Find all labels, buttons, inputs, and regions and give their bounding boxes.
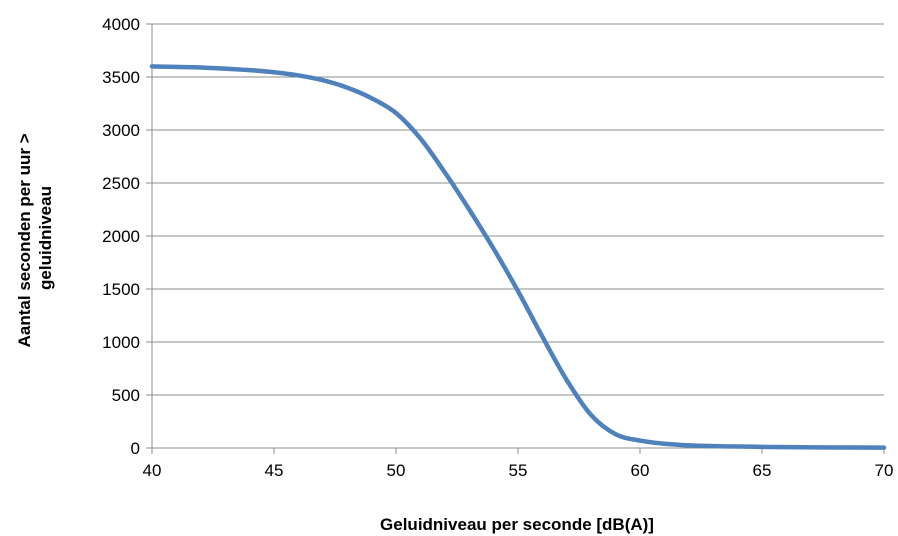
- x-tick-label-40: 40: [143, 461, 162, 480]
- axes: [146, 23, 885, 454]
- x-tick-label-55: 55: [509, 461, 528, 480]
- x-tick-labels: 40 45 50 55 60 65 70: [143, 461, 894, 480]
- y-tick-label-0: 0: [131, 439, 140, 458]
- y-tick-label-4000: 4000: [102, 15, 140, 34]
- y-tick-label-500: 500: [112, 386, 140, 405]
- series-line-0: [149, 64, 887, 450]
- y-tick-labels: 0 500 1000 1500 2000 2500 3000 3500 4000: [102, 15, 140, 458]
- y-tick-label-2000: 2000: [102, 227, 140, 246]
- data-series: [149, 64, 887, 450]
- x-tick-label-65: 65: [753, 461, 772, 480]
- y-tick-label-3500: 3500: [102, 68, 140, 87]
- y-axis-title: Aantal seconden per uur > geluidniveau: [15, 129, 55, 348]
- x-tick-label-70: 70: [875, 461, 894, 480]
- x-tick-label-60: 60: [631, 461, 650, 480]
- y-tick-label-3000: 3000: [102, 121, 140, 140]
- y-axis-title-line-2: geluidniveau: [36, 186, 55, 290]
- x-tick-label-50: 50: [387, 461, 406, 480]
- x-tick-label-45: 45: [265, 461, 284, 480]
- y-tick-label-2500: 2500: [102, 174, 140, 193]
- x-axis-title: Geluidniveau per seconde [dB(A)]: [380, 515, 654, 534]
- y-tick-label-1000: 1000: [102, 333, 140, 352]
- gridlines: [152, 23, 884, 396]
- y-axis-title-line-1: Aantal seconden per uur >: [15, 133, 34, 347]
- y-tick-label-1500: 1500: [102, 280, 140, 299]
